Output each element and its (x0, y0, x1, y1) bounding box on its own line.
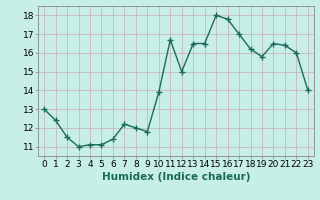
X-axis label: Humidex (Indice chaleur): Humidex (Indice chaleur) (102, 172, 250, 182)
